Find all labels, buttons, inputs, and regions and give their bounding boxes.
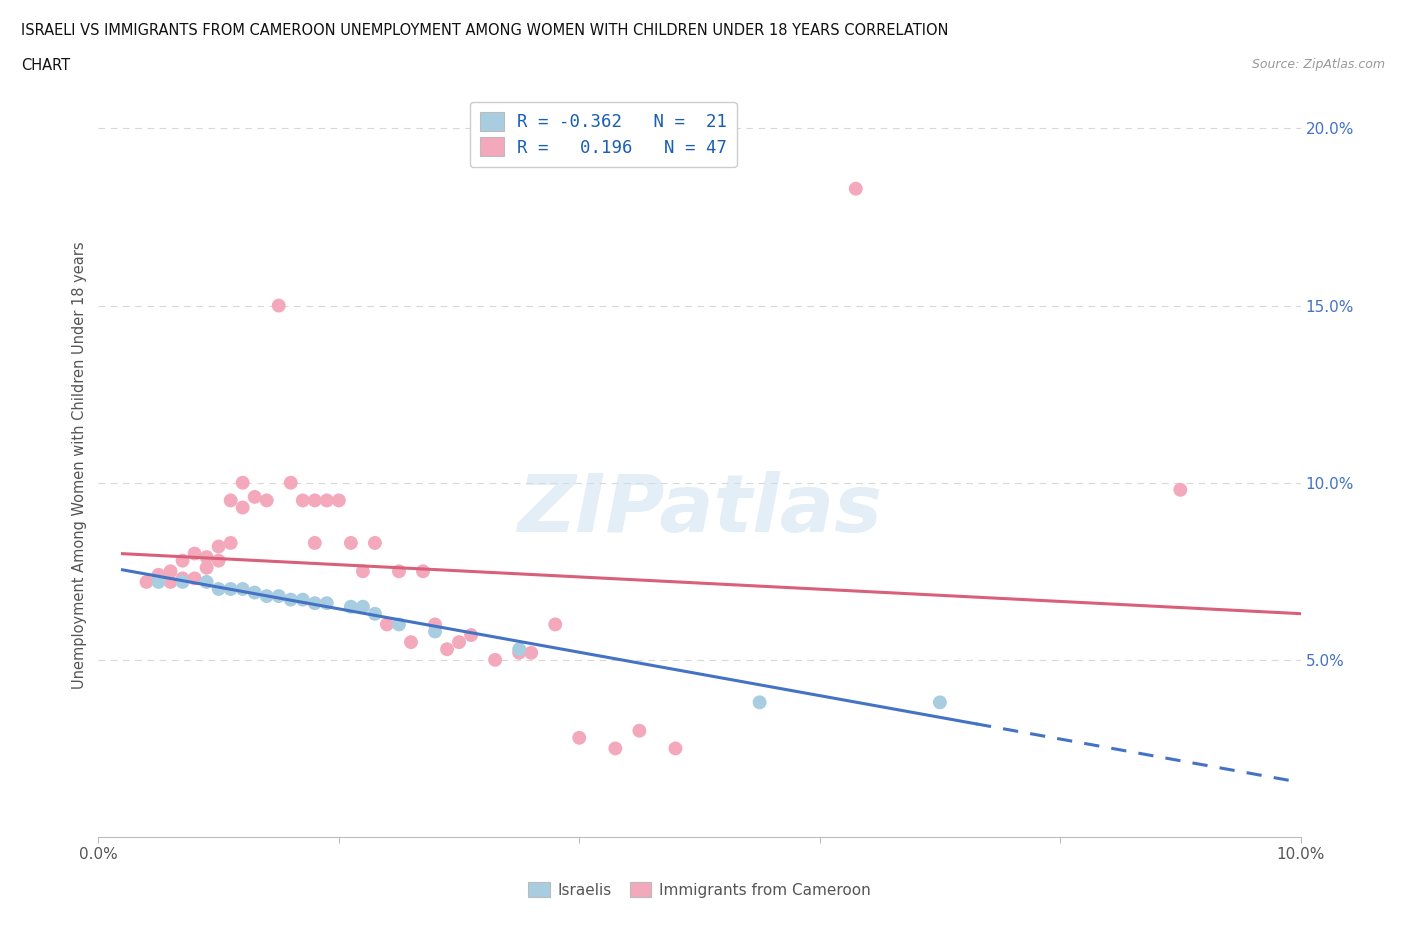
Point [544, 617, 567, 631]
Point [159, 575, 181, 590]
Point [1170, 483, 1192, 498]
Point [232, 581, 254, 596]
Point [304, 493, 326, 508]
Point [423, 617, 446, 631]
Point [929, 695, 952, 710]
Point [280, 475, 302, 490]
Point [135, 575, 157, 590]
Point [232, 475, 254, 490]
Text: Source: ZipAtlas.com: Source: ZipAtlas.com [1251, 58, 1385, 71]
Point [447, 634, 470, 649]
Point [232, 500, 254, 515]
Point [364, 606, 387, 621]
Point [243, 489, 266, 504]
Point [291, 592, 314, 607]
Point [412, 564, 434, 578]
Point [148, 571, 170, 586]
Legend: Israelis, Immigrants from Cameroon: Israelis, Immigrants from Cameroon [522, 875, 877, 904]
Point [628, 724, 651, 738]
Point [304, 536, 326, 551]
Point [148, 575, 170, 590]
Point [219, 493, 242, 508]
Point [280, 592, 302, 607]
Text: ZIPatlas: ZIPatlas [517, 471, 882, 549]
Point [508, 642, 530, 657]
Point [375, 617, 398, 631]
Point [315, 596, 337, 611]
Point [508, 645, 530, 660]
Point [195, 560, 218, 575]
Point [219, 581, 242, 596]
Point [352, 564, 374, 578]
Point [208, 581, 231, 596]
Point [183, 571, 205, 586]
Point [291, 493, 314, 508]
Point [208, 553, 231, 568]
Point [436, 642, 458, 657]
Point [340, 536, 363, 551]
Point [520, 645, 543, 660]
Point [315, 493, 337, 508]
Point [243, 585, 266, 600]
Point [364, 536, 387, 551]
Point [183, 546, 205, 561]
Point [219, 536, 242, 551]
Y-axis label: Unemployment Among Women with Children Under 18 years: Unemployment Among Women with Children U… [72, 241, 87, 689]
Point [172, 571, 194, 586]
Point [845, 181, 868, 196]
Point [195, 550, 218, 565]
Point [340, 599, 363, 614]
Point [148, 567, 170, 582]
Point [748, 695, 770, 710]
Point [352, 599, 374, 614]
Text: ISRAELI VS IMMIGRANTS FROM CAMEROON UNEMPLOYMENT AMONG WOMEN WITH CHILDREN UNDER: ISRAELI VS IMMIGRANTS FROM CAMEROON UNEM… [21, 23, 949, 38]
Point [568, 730, 591, 745]
Text: CHART: CHART [21, 58, 70, 73]
Point [208, 539, 231, 554]
Point [328, 493, 350, 508]
Point [460, 628, 482, 643]
Point [484, 653, 506, 668]
Point [267, 589, 290, 604]
Point [195, 575, 218, 590]
Point [399, 634, 422, 649]
Point [664, 741, 686, 756]
Point [172, 553, 194, 568]
Point [423, 624, 446, 639]
Point [388, 564, 411, 578]
Point [304, 596, 326, 611]
Point [605, 741, 627, 756]
Point [256, 589, 278, 604]
Point [172, 575, 194, 590]
Point [267, 299, 290, 313]
Point [159, 564, 181, 578]
Point [388, 617, 411, 631]
Point [256, 493, 278, 508]
